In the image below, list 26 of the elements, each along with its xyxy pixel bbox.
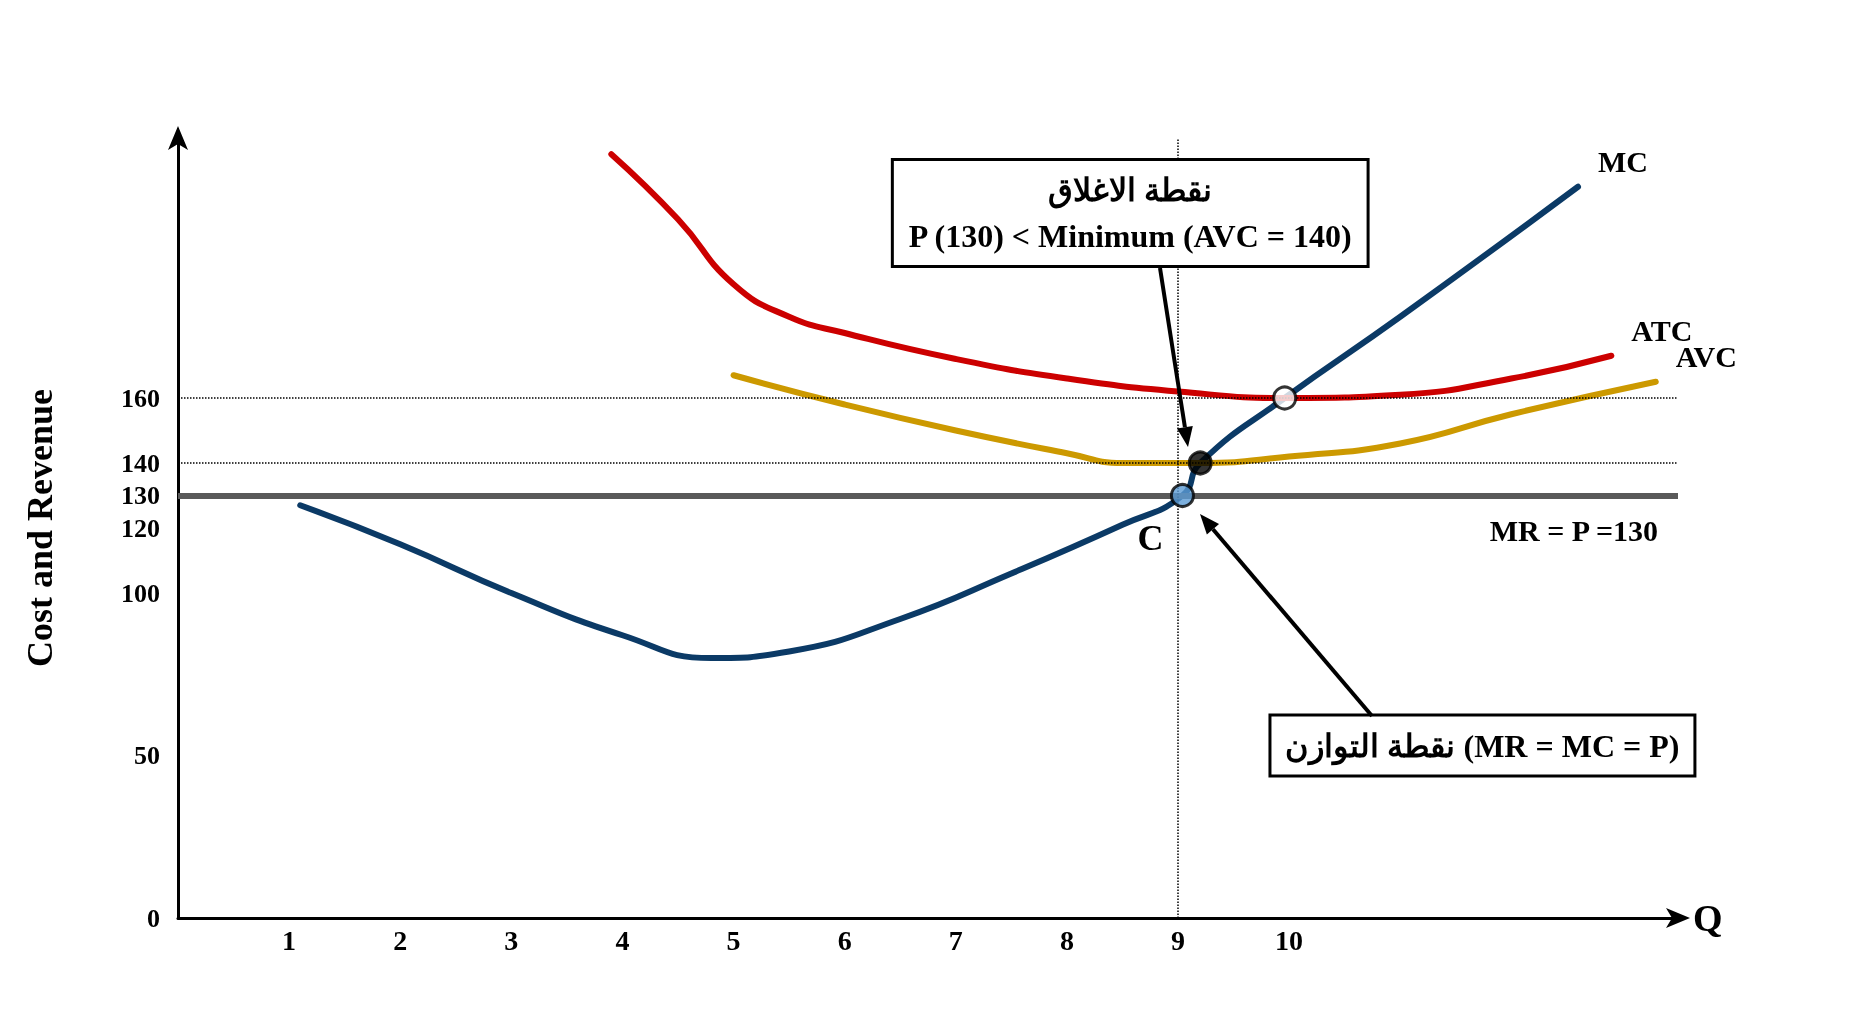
point: [1187, 450, 1213, 476]
x-tick-label: 4: [615, 924, 630, 956]
y-tick-label: 130: [121, 481, 160, 510]
y-axis-title: Cost and Revenue: [20, 388, 60, 668]
x-tick-label: 9: [1171, 924, 1185, 956]
y-tick-label: 120: [121, 513, 160, 543]
x-tick-label: 6: [837, 924, 852, 956]
series-label: MC: [1598, 145, 1648, 179]
y-tick-label: 140: [121, 448, 160, 478]
x-tick-label: 10: [1275, 924, 1304, 956]
x-axis-title: Q: [1693, 897, 1723, 939]
y-tick-label: 160: [121, 383, 160, 413]
x-tick-label: 2: [393, 924, 408, 956]
y-tick-label: 50: [134, 741, 160, 770]
x-tick-label: 3: [504, 924, 519, 956]
x-tick-label: 7: [948, 924, 963, 956]
y-tick-label: 0: [147, 903, 160, 933]
x-tick-label: 8: [1059, 924, 1074, 956]
ref-line-label: MR = P =130: [1489, 514, 1658, 547]
y-tick-label: 100: [121, 578, 160, 608]
x-tick-label: 5: [726, 924, 741, 956]
point: [1272, 385, 1298, 411]
point: [1169, 483, 1195, 508]
x-tick-label: 1: [282, 924, 297, 956]
annotation: C: [1137, 517, 1164, 558]
annotation: نقطة التوازن (MR = MC = P): [1285, 727, 1680, 766]
